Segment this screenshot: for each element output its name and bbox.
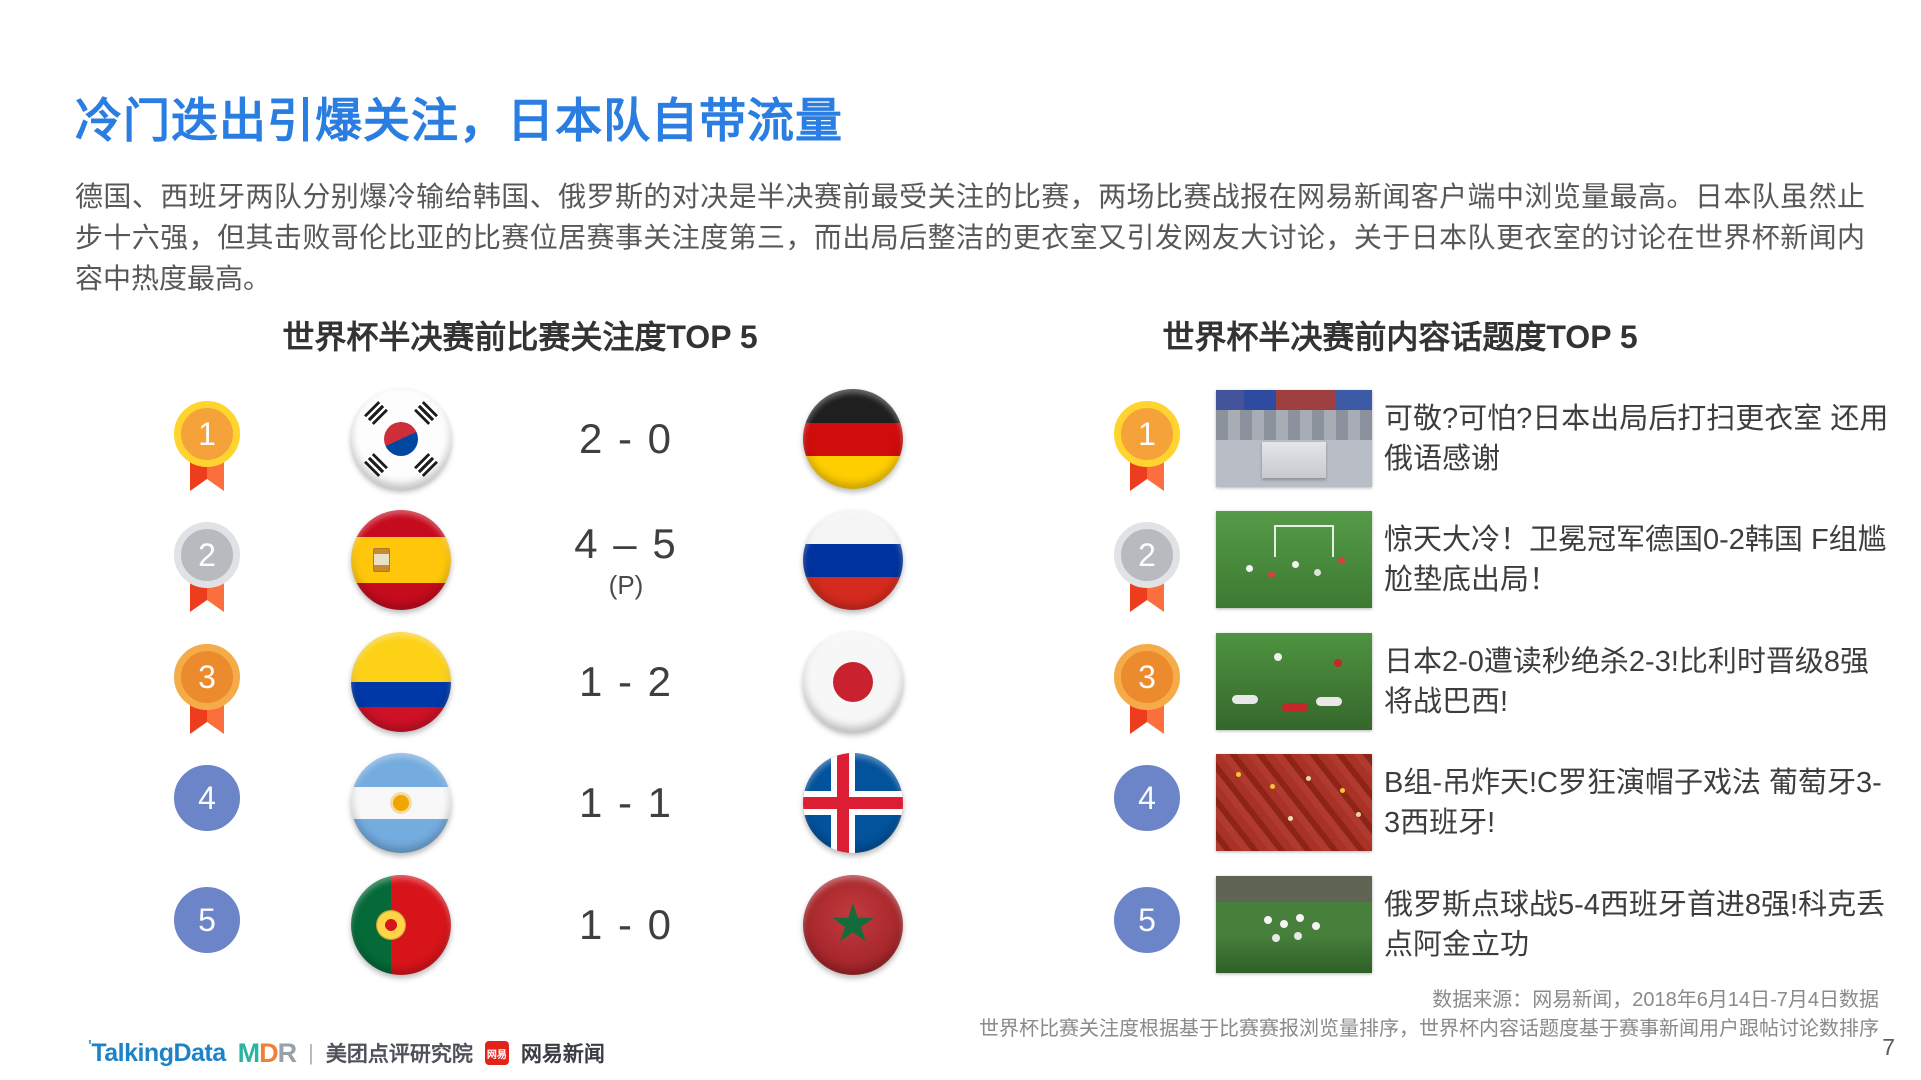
rank-number: 3 xyxy=(174,644,240,710)
rank-number: 5 xyxy=(1114,887,1180,953)
flag-iceland-icon xyxy=(803,753,903,853)
topic-thumbnail-portugal-fans xyxy=(1216,754,1372,851)
topic-headline: 可敬?可怕?日本出局后打扫更衣室 还用俄语感谢 xyxy=(1384,403,1889,475)
topic-row: 5 俄罗斯点球战5-4西班牙首进8强!科克丢点阿金立功 xyxy=(1100,875,1900,975)
rank-number: 2 xyxy=(1114,522,1180,588)
rank-4-badge-icon: 4 xyxy=(1112,753,1182,853)
topic-headline: 俄罗斯点球战5-4西班牙首进8强!科克丢点阿金立功 xyxy=(1384,889,1886,961)
topic-headline: B组-吊炸天!C罗狂演帽子戏法 葡萄牙3-3西班牙! xyxy=(1384,767,1882,839)
rank-number: 1 xyxy=(174,401,240,467)
flag-germany-icon xyxy=(803,389,903,489)
flag-colombia-icon xyxy=(351,632,451,732)
rank-4-badge-icon: 4 xyxy=(172,753,242,853)
footer-logos: 'TalkingData MDR | 美团点评研究院 网易 网易新闻 xyxy=(88,1038,605,1068)
left-section-title: 世界杯半决赛前比赛关注度TOP 5 xyxy=(282,319,758,355)
mdr-logo: MDR xyxy=(237,1037,297,1068)
topic-headline: 日本2-0遭读秒绝杀2-3!比利时晋级8强将战巴西! xyxy=(1384,646,1870,718)
topic-thumbnail-germany-korea xyxy=(1216,511,1372,608)
topic-row: 2 惊天大冷！卫冕冠军德国0-2韩国 F组尴尬垫底出局！ xyxy=(1100,510,1900,612)
rank-1-medal-icon: 1 xyxy=(1112,389,1182,491)
source-line-1: 数据来源：网易新闻，2018年6月14日-7月4日数据 xyxy=(1432,989,1879,1011)
flag-japan-icon xyxy=(803,632,903,732)
match-score: 2 - 0 xyxy=(578,415,674,462)
match-row: 4 1 - 1 xyxy=(140,753,960,853)
talkingdata-logo: 'TalkingData xyxy=(88,1038,226,1067)
match-row: 1 2 - 0 xyxy=(140,389,960,491)
rank-2-medal-icon: 2 xyxy=(172,510,242,612)
match-score: 1 - 1 xyxy=(578,779,674,826)
flag-portugal-icon xyxy=(351,875,451,975)
flag-russia-icon xyxy=(803,510,903,610)
rank-number: 5 xyxy=(174,887,240,953)
topic-row: 4 B组-吊炸天!C罗狂演帽子戏法 葡萄牙3-3西班牙! xyxy=(1100,753,1900,853)
flag-south-korea-icon xyxy=(351,389,451,489)
rank-3-medal-icon: 3 xyxy=(1112,632,1182,734)
rank-number: 3 xyxy=(1114,644,1180,710)
penalty-note: (P) xyxy=(608,569,644,600)
rank-number: 4 xyxy=(174,765,240,831)
match-row: 3 1 - 2 xyxy=(140,632,960,734)
topic-row: 1 可敬?可怕?日本出局后打扫更衣室 还用俄语感谢 xyxy=(1100,389,1900,491)
rank-number: 1 xyxy=(1114,401,1180,467)
match-score: 4 – 5 (P) xyxy=(574,519,678,600)
rank-5-badge-icon: 5 xyxy=(1112,875,1182,975)
match-score: 1 - 0 xyxy=(578,901,674,948)
netease-badge-icon: 网易 xyxy=(484,1041,509,1065)
topic-headline: 惊天大冷！卫冕冠军德国0-2韩国 F组尴尬垫底出局！ xyxy=(1384,524,1887,596)
topic-thumbnail-russia-celebration xyxy=(1216,876,1372,973)
rank-5-badge-icon: 5 xyxy=(172,875,242,975)
rank-number: 2 xyxy=(174,522,240,588)
flag-morocco-icon xyxy=(803,875,903,975)
right-section-title: 世界杯半决赛前内容话题度TOP 5 xyxy=(1162,319,1638,355)
topic-row: 3 日本2-0遭读秒绝杀2-3!比利时晋级8强将战巴西! xyxy=(1100,632,1900,734)
match-row: 5 1 - 0 xyxy=(140,875,960,975)
flag-argentina-icon xyxy=(351,753,451,853)
page-title: 冷门迭出引爆关注，日本队自带流量 xyxy=(75,94,843,147)
match-row: 2 4 – 5 (P) xyxy=(140,510,960,612)
data-source-note: 数据来源：网易新闻，2018年6月14日-7月4日数据 世界杯比赛关注度根据基于… xyxy=(979,986,1879,1044)
flag-spain-icon xyxy=(351,510,451,610)
page-number: 7 xyxy=(1882,1034,1895,1060)
rank-3-medal-icon: 3 xyxy=(172,632,242,734)
meituan-research-label: 美团点评研究院 xyxy=(325,1043,473,1066)
logo-divider: | xyxy=(308,1040,314,1065)
rank-number: 4 xyxy=(1114,765,1180,831)
rank-1-medal-icon: 1 xyxy=(172,389,242,491)
match-score: 1 - 2 xyxy=(578,658,674,705)
topic-thumbnail-japan-belgium xyxy=(1216,633,1372,730)
netease-news-label: 网易新闻 xyxy=(520,1043,605,1066)
intro-paragraph: 德国、西班牙两队分别爆冷输给韩国、俄罗斯的对决是半决赛前最受关注的比赛，两场比赛… xyxy=(75,181,1865,294)
topic-thumbnail-locker-room xyxy=(1216,390,1372,487)
source-line-2: 世界杯比赛关注度根据基于比赛赛报浏览量排序，世界杯内容话题度基于赛事新闻用户跟帖… xyxy=(979,1018,1879,1040)
rank-2-medal-icon: 2 xyxy=(1112,510,1182,612)
